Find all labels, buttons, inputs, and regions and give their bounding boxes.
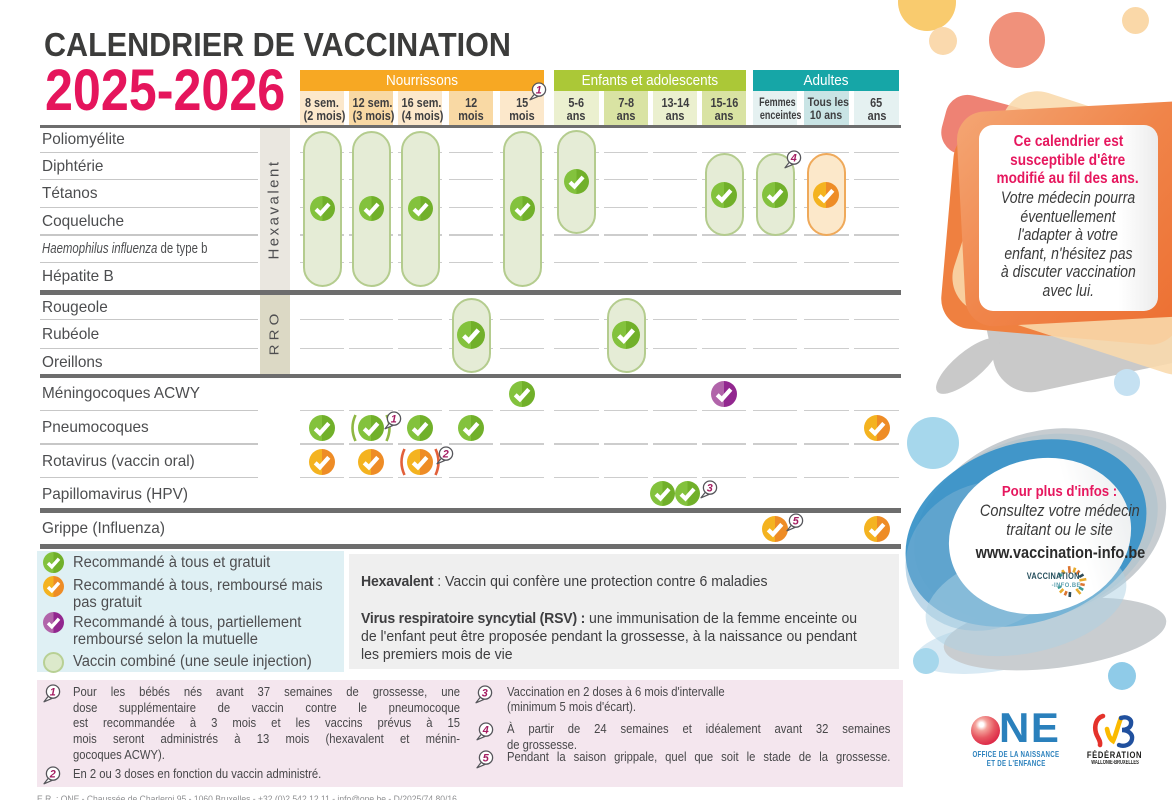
svg-text:5: 5: [793, 516, 800, 528]
svg-text:4: 4: [790, 153, 797, 165]
svg-text:2: 2: [441, 448, 448, 460]
svg-text:4: 4: [482, 725, 489, 737]
svg-text:2: 2: [49, 769, 56, 781]
svg-text:5: 5: [482, 752, 489, 764]
svg-text:1: 1: [50, 686, 56, 698]
svg-text:1: 1: [536, 84, 542, 96]
svg-text:1: 1: [391, 414, 397, 426]
svg-text:3: 3: [482, 687, 488, 699]
svg-text:3: 3: [707, 482, 713, 494]
